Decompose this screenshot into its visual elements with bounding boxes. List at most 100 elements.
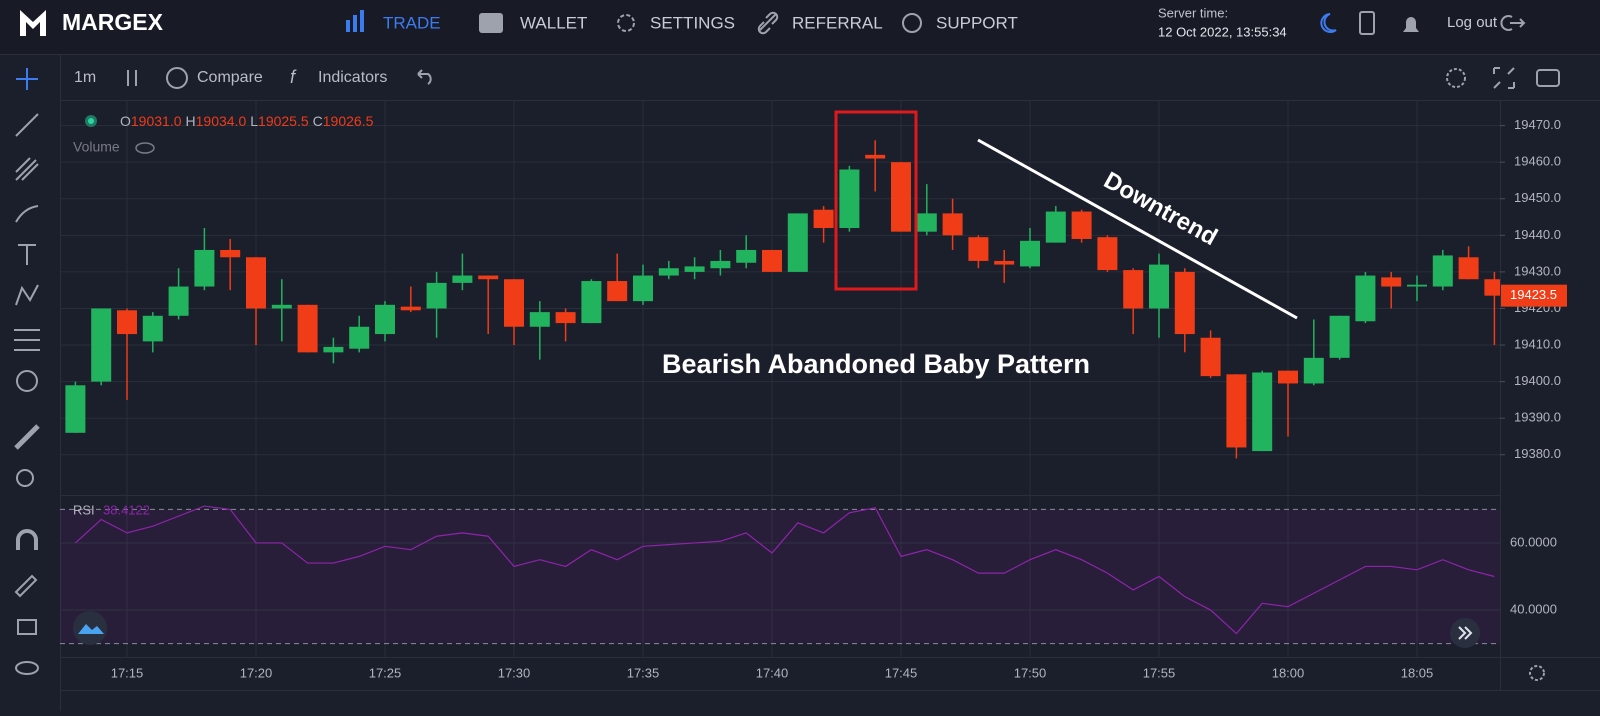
prediction-tool[interactable]: [14, 329, 40, 351]
logo[interactable]: MARGEX: [62, 9, 164, 35]
rsi-band-fill: [60, 509, 1500, 644]
nav-support[interactable]: SUPPORT: [936, 13, 1018, 32]
candle-body: [865, 154, 886, 159]
left-tools: [14, 68, 40, 675]
device-icon[interactable]: [1359, 11, 1375, 35]
rsi-value: 38.4122: [103, 502, 150, 517]
ohlc-legend: O19031.0 H19034.0 L19025.5 C19026.5: [120, 113, 374, 129]
candle-body: [736, 249, 757, 263]
text-tool[interactable]: [18, 244, 36, 265]
plot-area: [60, 100, 1500, 657]
candle-body: [297, 304, 318, 353]
fib-tool[interactable]: [15, 157, 39, 181]
brush-tool[interactable]: [15, 205, 39, 223]
c-key: C: [313, 113, 323, 129]
crosshair-tool[interactable]: [16, 68, 38, 90]
downtrend-line: [977, 138, 1298, 320]
candle-body: [168, 286, 189, 316]
candle-body: [1484, 279, 1500, 296]
volume-hidden-icon[interactable]: [135, 142, 155, 154]
logo-icon: [20, 10, 46, 36]
magnet-tool[interactable]: [16, 529, 38, 550]
candle-body: [1200, 337, 1221, 377]
volume-label[interactable]: Volume: [73, 139, 120, 155]
undo[interactable]: [417, 69, 432, 85]
candle-body: [1329, 315, 1350, 358]
y-tick-label: 19400.0: [1514, 373, 1561, 388]
candle-body: [1458, 257, 1479, 280]
theme-icon[interactable]: [1320, 13, 1337, 33]
compare[interactable]: Compare: [197, 69, 263, 86]
ruler-tool[interactable]: [14, 424, 40, 450]
lock-draw-tool[interactable]: [14, 574, 38, 598]
visibility-tool[interactable]: [15, 661, 39, 675]
x-tick-label: 17:40: [756, 665, 789, 680]
candle-body: [452, 275, 473, 283]
support-icon: [902, 13, 922, 33]
candle-body: [1381, 277, 1402, 287]
emoji-tool[interactable]: [16, 370, 38, 392]
logout[interactable]: Log out: [1447, 14, 1498, 31]
candle-body: [762, 249, 782, 272]
interval[interactable]: 1m: [74, 69, 96, 86]
candle-body: [478, 275, 499, 280]
x-tick-label: 17:20: [240, 665, 273, 680]
candles-icon[interactable]: [127, 70, 137, 86]
candle-body: [710, 260, 731, 269]
x-tick-label: 17:50: [1014, 665, 1047, 680]
y-tick-label: 19440.0: [1514, 227, 1561, 242]
pattern-box: [834, 110, 918, 291]
candle-body: [1123, 270, 1144, 309]
h-key: H: [186, 113, 196, 129]
candle-body: [813, 209, 834, 229]
trend-tool[interactable]: [15, 113, 39, 137]
candle-body: [246, 257, 266, 309]
candle-body: [1020, 240, 1040, 267]
rsi-line: [74, 505, 1495, 635]
chart-settings[interactable]: [1446, 68, 1466, 88]
candle-body: [529, 312, 550, 327]
candle-body: [607, 281, 628, 302]
c-value: 19026.5: [323, 113, 374, 129]
last-price-badge: [1501, 284, 1567, 307]
lock-tool[interactable]: [17, 619, 37, 635]
y-tick-label: 19450.0: [1514, 190, 1561, 205]
zoom-tool[interactable]: [16, 469, 34, 487]
axis-settings[interactable]: [1529, 665, 1545, 681]
candle-body: [400, 306, 421, 311]
x-tick-label: 17:15: [111, 665, 144, 680]
candle-body: [942, 213, 963, 236]
last-price-label: 19423.5: [1510, 287, 1557, 302]
referral-icon: [757, 11, 779, 35]
screenshot[interactable]: [1536, 69, 1560, 87]
candle-body: [1226, 374, 1247, 448]
pattern-tool[interactable]: [15, 284, 39, 306]
rsi-name: RSI: [73, 502, 95, 517]
y-tick-label: 40.0000: [1510, 601, 1557, 616]
l-value: 19025.5: [258, 113, 309, 129]
candle-body: [633, 275, 653, 302]
o-key: O: [120, 113, 131, 129]
candle-body: [349, 326, 370, 349]
o-value: 19031.0: [131, 113, 182, 129]
candle-body: [117, 310, 137, 335]
y-tick-label: 60.0000: [1510, 534, 1557, 549]
bell-icon[interactable]: [1403, 17, 1419, 32]
h-value: 19034.0: [196, 113, 247, 129]
server-time: 12 Oct 2022, 13:55:34: [1158, 24, 1287, 39]
logout-icon: [1500, 15, 1526, 31]
candle-body: [375, 304, 395, 335]
nav-trade[interactable]: TRADE: [383, 13, 441, 32]
indicators-icon: f: [290, 67, 297, 87]
scroll-right-icon: [1458, 626, 1473, 640]
x-tick-label: 17:45: [885, 665, 918, 680]
nav-referral[interactable]: REFERRAL: [792, 13, 883, 32]
candle-body: [658, 268, 679, 276]
indicators[interactable]: Indicators: [318, 69, 387, 86]
nav-wallet[interactable]: WALLET: [520, 13, 587, 32]
fullscreen[interactable]: [1493, 67, 1515, 89]
x-tick-label: 17:30: [498, 665, 531, 680]
candle-body: [1407, 284, 1427, 287]
nav-settings[interactable]: SETTINGS: [650, 13, 735, 32]
